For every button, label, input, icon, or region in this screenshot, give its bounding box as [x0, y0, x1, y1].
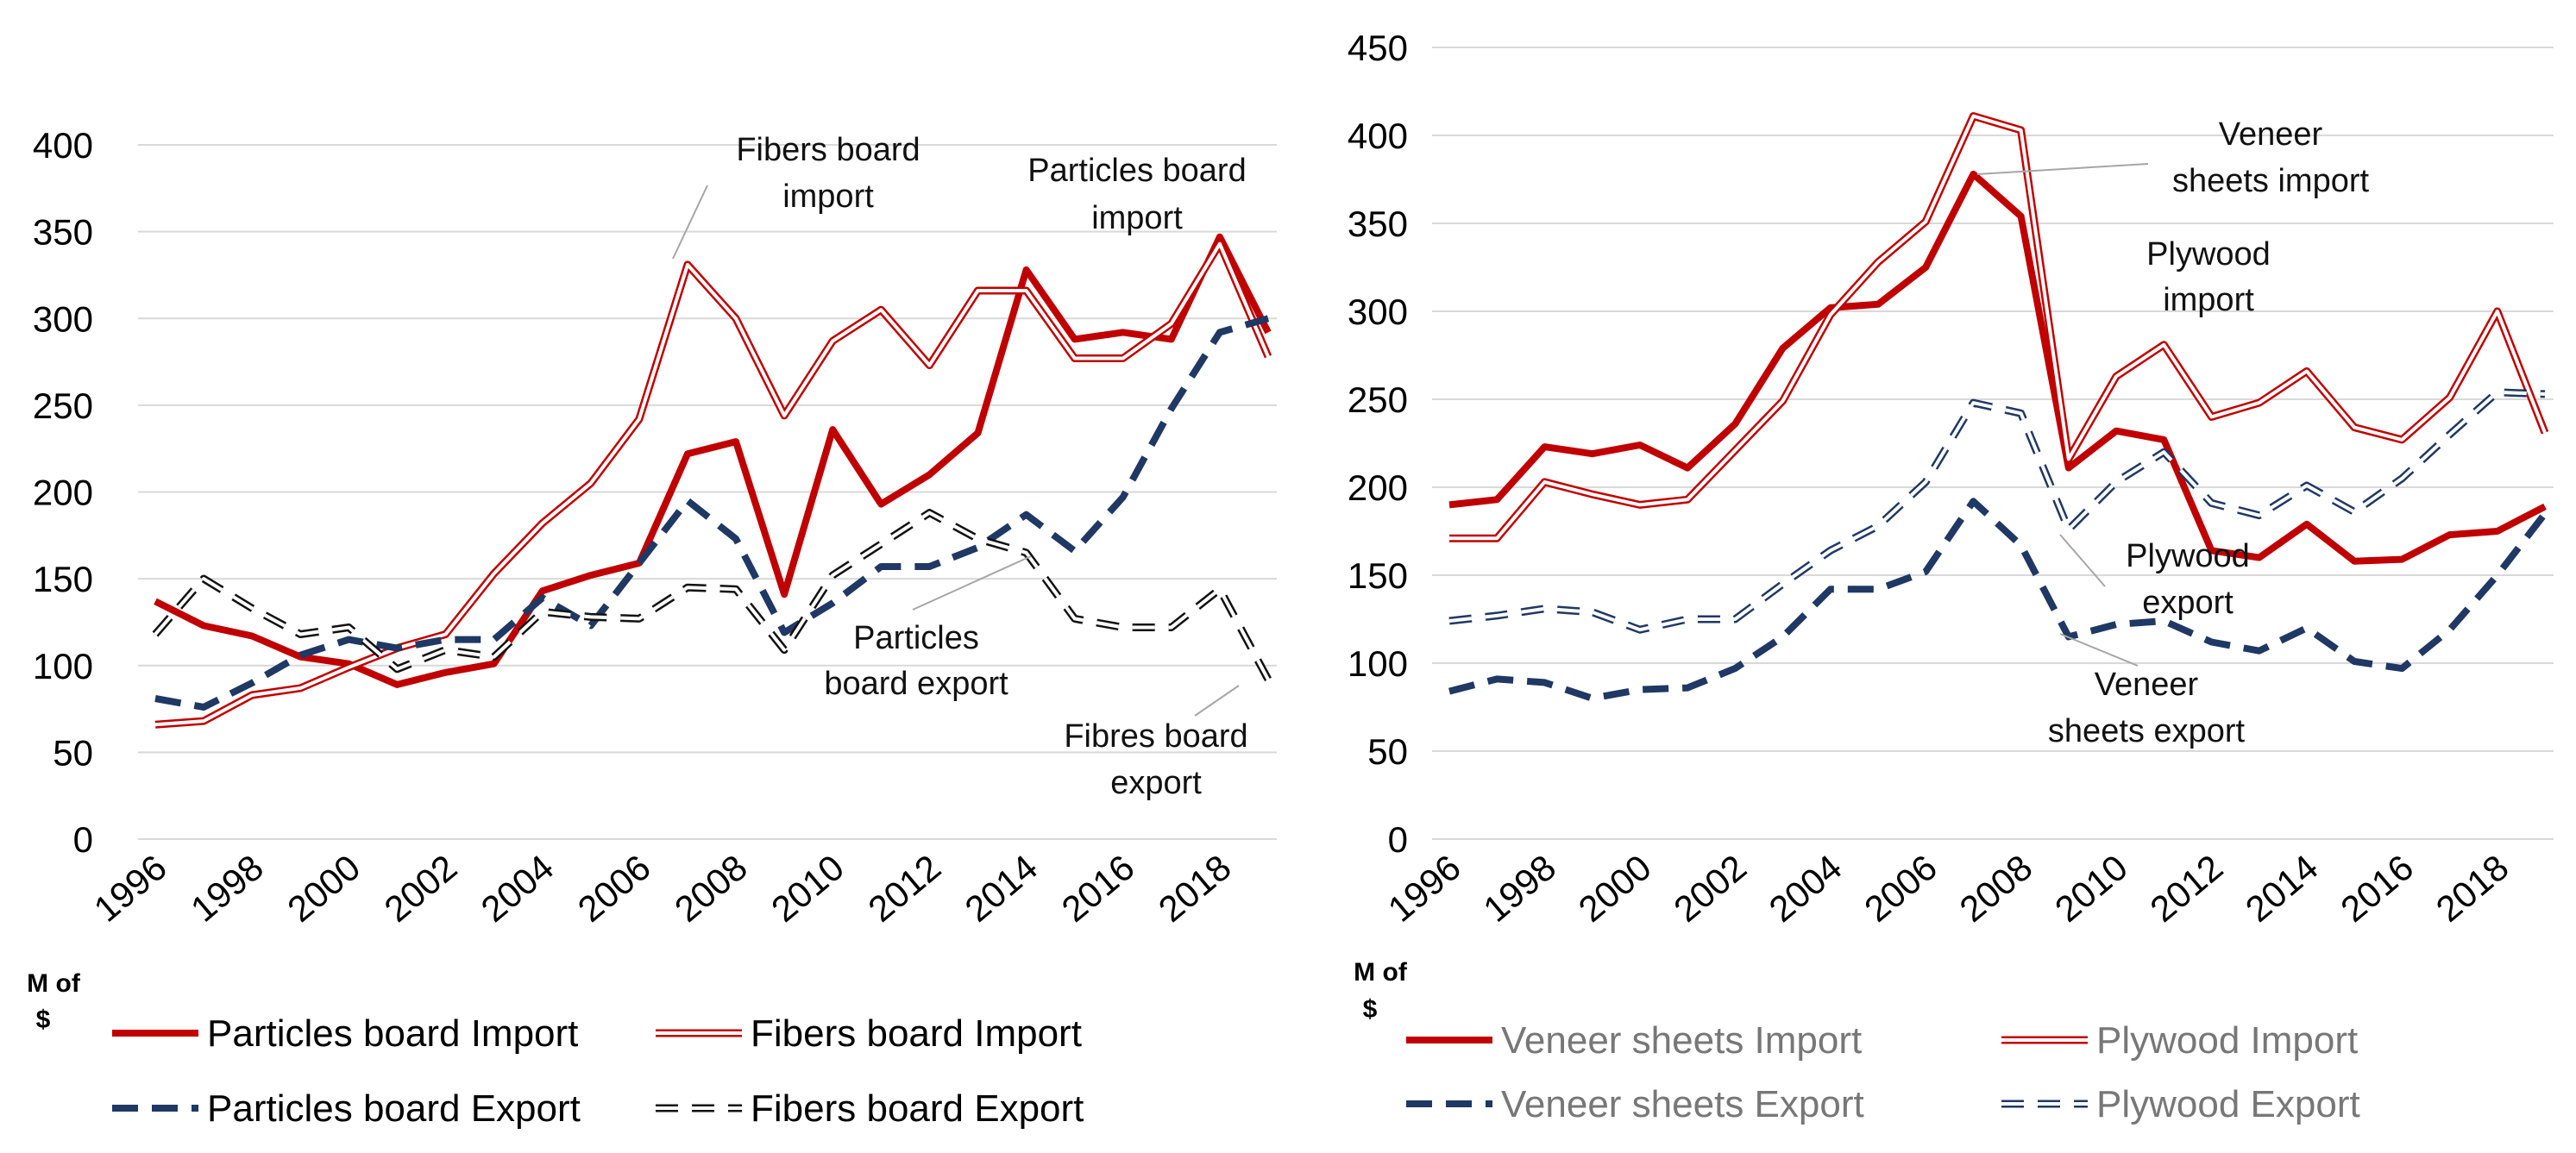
x-tick-label: 2018: [1151, 847, 1239, 930]
legend-fibers-board-import-label: Fibers board Import: [751, 1012, 1082, 1055]
y-tick-label: 50: [1367, 731, 1408, 772]
series-particles-board-export-line: [154, 315, 1270, 711]
y-tick-label: 100: [33, 646, 93, 686]
legend-particles-board-import-label: Particles board Import: [207, 1012, 578, 1055]
legend-plywood-import-label: Plywood Import: [2096, 1019, 2358, 1062]
x-tick-label: 2000: [1571, 847, 1659, 930]
legend-veneer-sheets-export-label: Veneer sheets Export: [1501, 1083, 1864, 1125]
x-tick-label: 2016: [2333, 847, 2421, 930]
legend-veneer-sheets-import-label: Veneer sheets Import: [1501, 1019, 1862, 1062]
x-tick-label: 2010: [763, 847, 851, 930]
chart-left: 0 50 100 150 200 250 300 350 400 1996 1998 2000 2002…: [27, 125, 1277, 1130]
annotation-label: Fibres board: [1064, 718, 1247, 755]
x-tick-label: 2000: [280, 847, 368, 930]
annotation-leader-line: [672, 185, 708, 260]
y-tick-label: 0: [1388, 819, 1408, 860]
annotation-leader-line: [1976, 163, 2149, 175]
y-tick-label: 250: [33, 385, 93, 426]
x-tick-label: 2010: [2047, 847, 2135, 930]
x-tick-label: 2018: [2428, 847, 2516, 930]
x-tick-label: 2002: [1666, 847, 1754, 930]
annotation-label: Particles board: [1027, 153, 1246, 189]
x-tick-label: 2004: [474, 847, 562, 930]
x-tick-label: 2002: [377, 847, 465, 930]
annotation-label: Veneer: [2095, 667, 2199, 703]
legend-plywood-export-label: Plywood Export: [2096, 1083, 2360, 1125]
y-tick-label: 450: [1348, 28, 1408, 68]
series-plywood-export-line-inner: [1448, 390, 2546, 632]
series-fibers-board-export-line-outer: [152, 509, 1272, 682]
y-tick-label: 300: [1348, 291, 1408, 332]
annotation-label: Plywood: [2146, 236, 2271, 273]
y-tick-label: 350: [1348, 204, 1408, 244]
unit-label: M of: [27, 969, 81, 998]
x-tick-label: 1996: [86, 847, 174, 930]
x-tick-label: 2012: [860, 847, 948, 930]
series-veneer-sheets-export-line: [1448, 498, 2548, 702]
annotation-label: board export: [824, 666, 1008, 702]
x-tick-label: 2012: [2142, 847, 2230, 930]
annotation-label: Plywood: [2126, 538, 2250, 574]
x-tick-label: 2008: [667, 847, 755, 930]
y-tick-label: 250: [1348, 379, 1408, 420]
series-fibers-board-export-line-inner: [154, 511, 1270, 680]
annotation-leader-line: [2059, 633, 2139, 667]
series-plywood-import-line-outer: [1449, 112, 2549, 542]
annotation-label: sheets export: [2048, 713, 2246, 749]
y-tick-label: 350: [33, 212, 93, 253]
series-veneer-sheets-import-line: [1448, 170, 2547, 565]
series-fibers-board-import-line-outer: [154, 240, 1272, 729]
annotation-label: import: [782, 179, 874, 215]
annotation-label: Veneer: [2219, 116, 2323, 153]
y-tick-label: 150: [33, 559, 93, 599]
legend-fibers-board-export-label: Fibers board Export: [751, 1087, 1084, 1130]
x-tick-label: 2014: [2238, 847, 2326, 930]
y-tick-label: 50: [53, 732, 93, 773]
x-tick-label: 2006: [1857, 847, 1945, 930]
series-particles-board-import-line: [154, 233, 1272, 688]
x-tick-label: 2006: [570, 847, 658, 930]
annotation-label: Fibers board: [736, 132, 920, 168]
annotation-label: import: [1091, 200, 1183, 236]
annotation-label: Particles: [853, 620, 979, 656]
x-tick-label: 1998: [1475, 847, 1563, 930]
y-tick-label: 200: [33, 473, 93, 513]
legend-particles-board-export-label: Particles board Export: [207, 1087, 581, 1130]
unit-label: M of: [1354, 958, 1408, 987]
annotation-leader-line: [1194, 685, 1240, 717]
y-tick-label: 150: [1348, 555, 1408, 596]
y-tick-label: 200: [1348, 467, 1408, 508]
annotation-label: export: [2142, 585, 2234, 621]
y-tick-label: 400: [1348, 116, 1408, 156]
x-tick-label: 2016: [1054, 847, 1142, 930]
annotation-label: import: [2163, 282, 2254, 318]
x-tick-label: 2014: [958, 847, 1046, 930]
y-tick-label: 400: [33, 125, 93, 166]
series-plywood-import-line-inner: [1449, 114, 2547, 541]
y-tick-label: 100: [1348, 643, 1408, 684]
y-tick-label: 0: [73, 819, 93, 860]
series-fibers-board-import-line-inner: [154, 241, 1270, 727]
series-plywood-export-line-outer: [1448, 388, 2546, 634]
annotation-label: sheets import: [2172, 163, 2370, 199]
annotation-label: export: [1110, 765, 1202, 801]
x-tick-label: 2008: [1952, 847, 2040, 930]
unit-label: $: [36, 1006, 51, 1034]
y-tick-label: 300: [33, 298, 93, 339]
annotation-leader-line: [912, 555, 1032, 611]
unit-label: $: [1363, 995, 1378, 1024]
x-tick-label: 2004: [1762, 847, 1850, 930]
x-tick-label: 1998: [183, 847, 271, 930]
annotation-leader-line: [2059, 534, 2106, 587]
